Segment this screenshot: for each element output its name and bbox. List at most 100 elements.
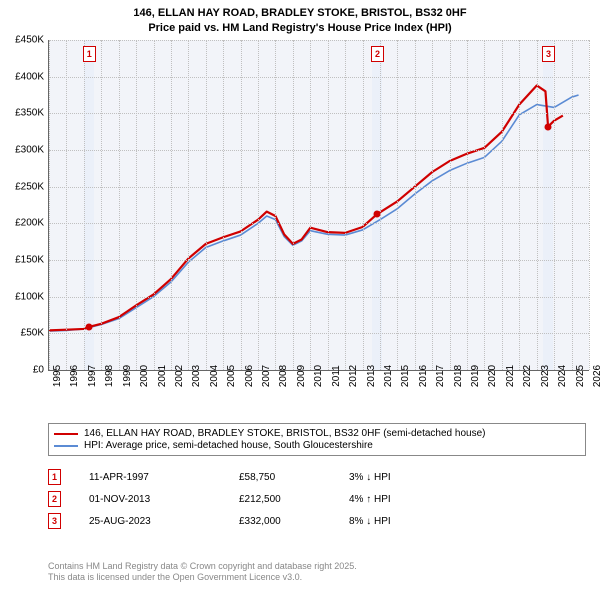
- y-tick-label: £100K: [0, 291, 44, 302]
- title-line-2: Price paid vs. HM Land Registry's House …: [0, 21, 600, 36]
- x-tick-label: 2014: [383, 365, 394, 387]
- x-tick-label: 2021: [505, 365, 516, 387]
- y-tick-label: £150K: [0, 255, 44, 266]
- sale-delta: 8% ↓ HPI: [349, 516, 391, 527]
- x-tick-label: 2024: [557, 365, 568, 387]
- sale-date: 01-NOV-2013: [89, 494, 239, 505]
- gridline-v: [310, 40, 311, 370]
- sale-price: £58,750: [239, 472, 349, 483]
- plot-area: 123: [48, 40, 589, 371]
- x-tick-label: 2006: [244, 365, 255, 387]
- gridline-v: [467, 40, 468, 370]
- y-tick-label: £400K: [0, 71, 44, 82]
- x-tick-label: 2022: [522, 365, 533, 387]
- x-tick-label: 2016: [418, 365, 429, 387]
- series-line: [49, 85, 563, 330]
- gridline-v: [328, 40, 329, 370]
- legend-label: 146, ELLAN HAY ROAD, BRADLEY STOKE, BRIS…: [84, 428, 485, 439]
- x-tick-label: 1998: [104, 365, 115, 387]
- legend-label: HPI: Average price, semi-detached house,…: [84, 440, 373, 451]
- gridline-v: [275, 40, 276, 370]
- gridline-h: [49, 77, 589, 78]
- gridline-v: [171, 40, 172, 370]
- gridline-v: [345, 40, 346, 370]
- x-tick-label: 2001: [157, 365, 168, 387]
- y-tick-label: £0: [0, 365, 44, 376]
- sale-number-box: 2: [48, 491, 61, 507]
- y-tick-label: £450K: [0, 35, 44, 46]
- sale-number-box: 1: [48, 469, 61, 485]
- y-tick-label: £50K: [0, 328, 44, 339]
- chart-lines-svg: [49, 40, 589, 370]
- legend-row: 146, ELLAN HAY ROAD, BRADLEY STOKE, BRIS…: [54, 428, 580, 439]
- gridline-v: [589, 40, 590, 370]
- gridline-v: [432, 40, 433, 370]
- gridline-v: [502, 40, 503, 370]
- gridline-v: [188, 40, 189, 370]
- y-tick-label: £200K: [0, 218, 44, 229]
- gridline-h: [49, 187, 589, 188]
- legend-row: HPI: Average price, semi-detached house,…: [54, 440, 580, 451]
- gridline-v: [554, 40, 555, 370]
- gridline-v: [415, 40, 416, 370]
- chart-wrap: 123 £0£50K£100K£150K£200K£250K£300K£350K…: [0, 40, 600, 420]
- gridline-v: [119, 40, 120, 370]
- gridline-h: [49, 113, 589, 114]
- gridline-v: [258, 40, 259, 370]
- sale-row: 201-NOV-2013£212,5004% ↑ HPI: [48, 488, 586, 510]
- sales-table: 111-APR-1997£58,7503% ↓ HPI201-NOV-2013£…: [48, 466, 586, 532]
- gridline-v: [519, 40, 520, 370]
- legend-box: 146, ELLAN HAY ROAD, BRADLEY STOKE, BRIS…: [48, 423, 586, 456]
- sale-row: 325-AUG-2023£332,0008% ↓ HPI: [48, 510, 586, 532]
- gridline-v: [206, 40, 207, 370]
- y-tick-label: £350K: [0, 108, 44, 119]
- x-tick-label: 1995: [52, 365, 63, 387]
- gridline-h: [49, 260, 589, 261]
- x-tick-label: 2007: [261, 365, 272, 387]
- x-tick-label: 2003: [191, 365, 202, 387]
- x-tick-label: 1999: [122, 365, 133, 387]
- gridline-v: [241, 40, 242, 370]
- sale-price: £212,500: [239, 494, 349, 505]
- x-tick-label: 2012: [348, 365, 359, 387]
- event-marker-box: 3: [542, 46, 555, 62]
- footer-note: Contains HM Land Registry data © Crown c…: [48, 561, 357, 584]
- sale-price: £332,000: [239, 516, 349, 527]
- x-tick-label: 2026: [592, 365, 600, 387]
- gridline-h: [49, 297, 589, 298]
- x-tick-label: 2002: [174, 365, 185, 387]
- event-dot: [545, 123, 552, 130]
- gridline-v: [223, 40, 224, 370]
- gridline-v: [84, 40, 85, 370]
- gridline-v: [572, 40, 573, 370]
- title-line-1: 146, ELLAN HAY ROAD, BRADLEY STOKE, BRIS…: [0, 6, 600, 21]
- chart-container: 146, ELLAN HAY ROAD, BRADLEY STOKE, BRIS…: [0, 0, 600, 590]
- event-marker-box: 2: [371, 46, 384, 62]
- gridline-h: [49, 150, 589, 151]
- legend-swatch: [54, 445, 78, 447]
- gridline-v: [293, 40, 294, 370]
- x-tick-label: 1996: [69, 365, 80, 387]
- gridline-v: [484, 40, 485, 370]
- x-tick-label: 2015: [400, 365, 411, 387]
- gridline-h: [49, 40, 589, 41]
- sale-date: 25-AUG-2023: [89, 516, 239, 527]
- gridline-h: [49, 333, 589, 334]
- event-dot: [85, 323, 92, 330]
- gridline-v: [101, 40, 102, 370]
- footer-line-1: Contains HM Land Registry data © Crown c…: [48, 561, 357, 573]
- event-dot: [374, 211, 381, 218]
- y-tick-label: £300K: [0, 145, 44, 156]
- title-block: 146, ELLAN HAY ROAD, BRADLEY STOKE, BRIS…: [0, 0, 600, 36]
- footer-line-2: This data is licensed under the Open Gov…: [48, 572, 357, 584]
- x-tick-label: 2019: [470, 365, 481, 387]
- gridline-v: [380, 40, 381, 370]
- x-tick-label: 2013: [366, 365, 377, 387]
- gridline-v: [450, 40, 451, 370]
- gridline-v: [136, 40, 137, 370]
- x-tick-label: 2005: [226, 365, 237, 387]
- gridline-h: [49, 223, 589, 224]
- gridline-v: [154, 40, 155, 370]
- gridline-v: [537, 40, 538, 370]
- x-tick-label: 2010: [313, 365, 324, 387]
